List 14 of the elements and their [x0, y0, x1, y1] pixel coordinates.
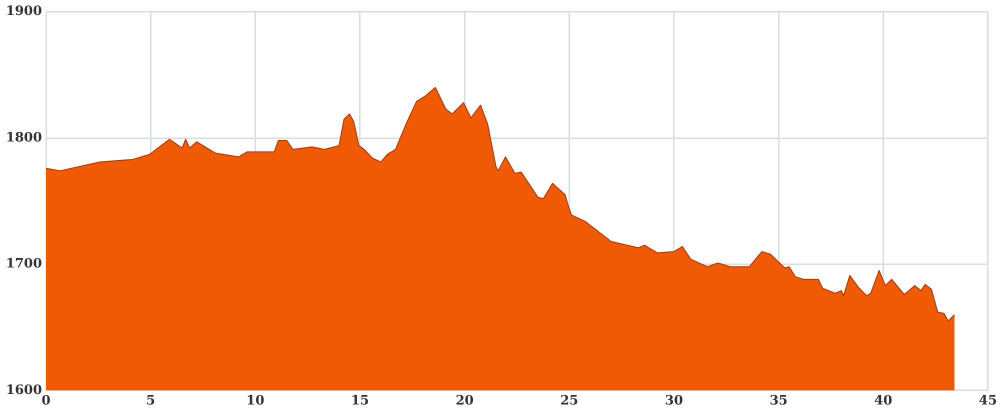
y-tick-label: 1700	[6, 256, 42, 272]
x-tick-label: 45	[978, 394, 997, 409]
x-tick-label: 30	[664, 394, 684, 409]
x-tick-label: 20	[456, 394, 474, 409]
x-tick-label: 25	[560, 394, 578, 409]
x-tick-label: 40	[874, 394, 892, 409]
y-tick-label: 1600	[6, 382, 42, 398]
y-tick-label: 1900	[6, 4, 42, 20]
x-tick-label: 5	[146, 394, 156, 409]
x-tick-label: 0	[41, 394, 51, 409]
x-tick-label: 15	[350, 394, 370, 409]
x-tick-label: 35	[770, 394, 788, 409]
x-tick-label: 10	[246, 394, 264, 409]
y-tick-label: 1800	[6, 130, 42, 146]
